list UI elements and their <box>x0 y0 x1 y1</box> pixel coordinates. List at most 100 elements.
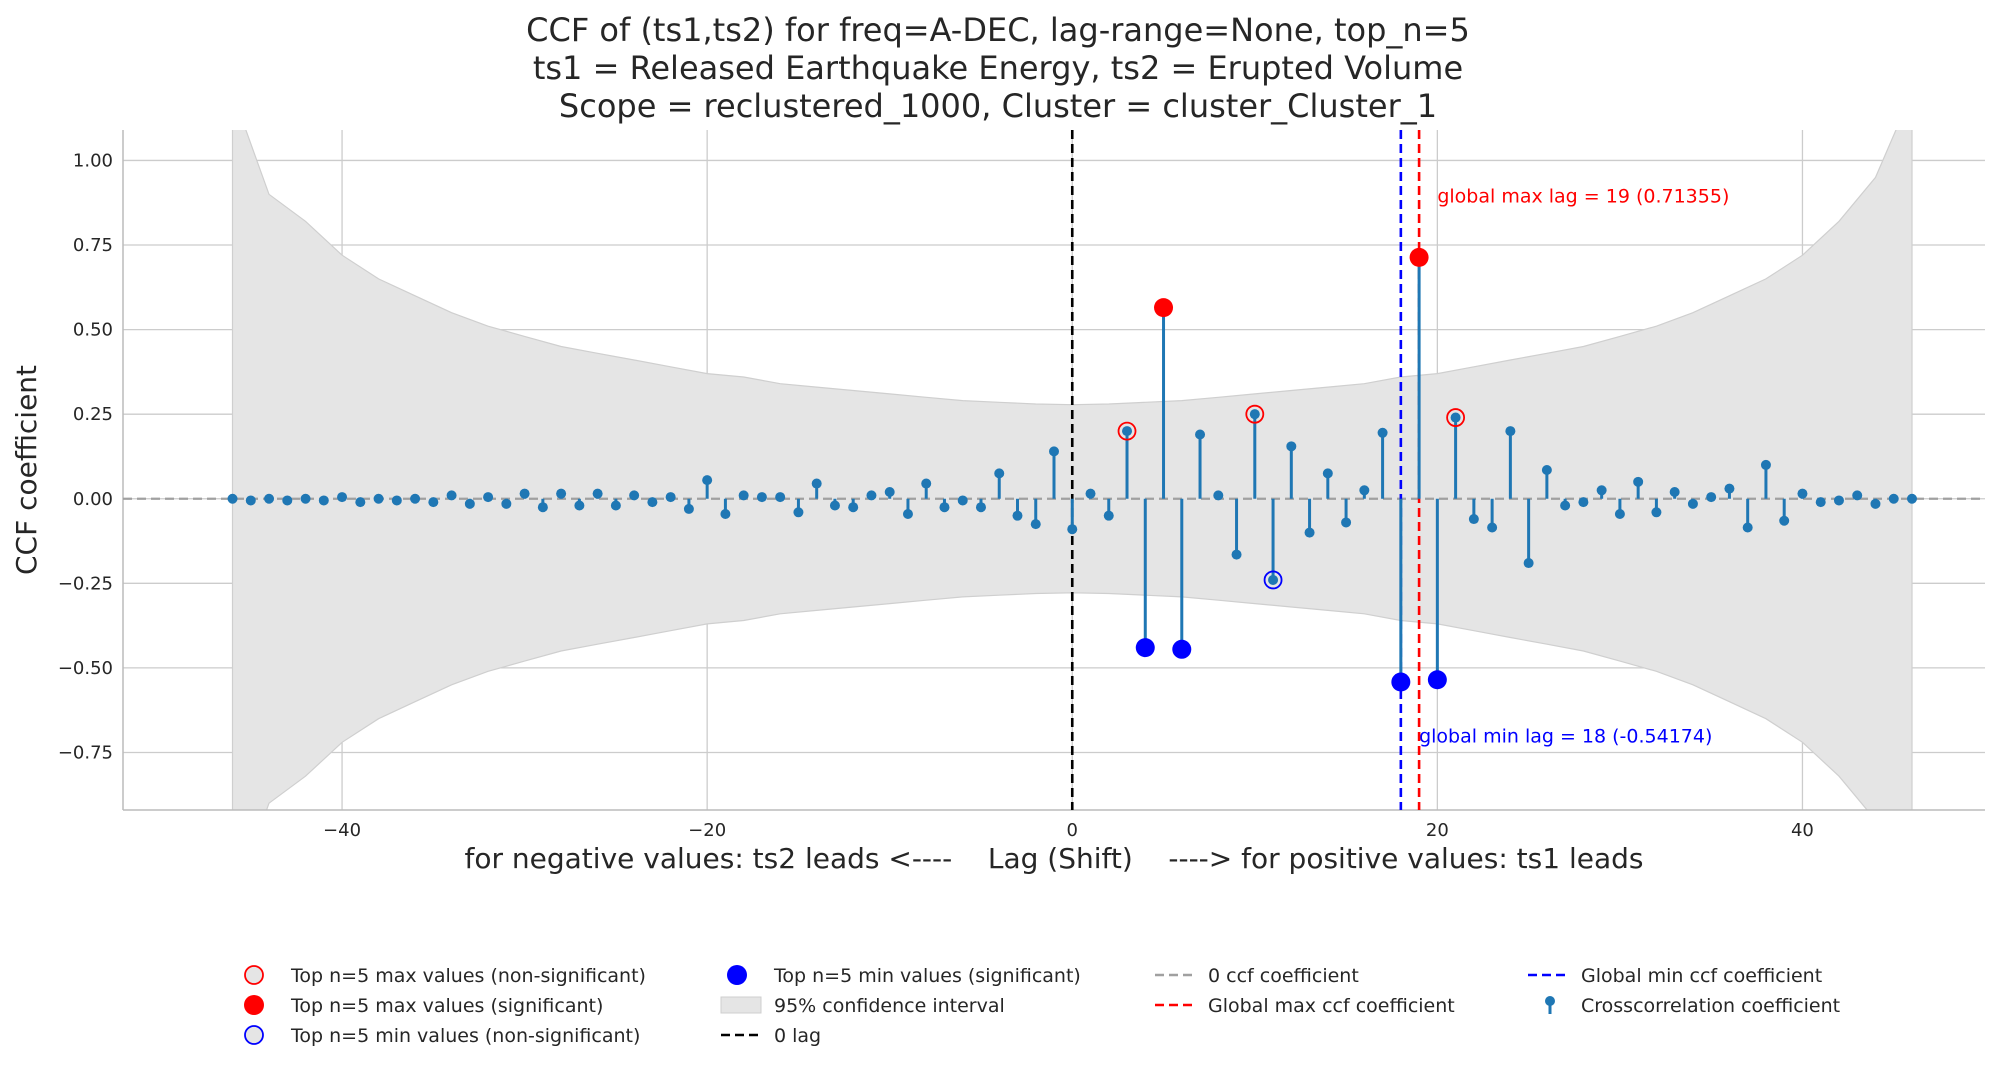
x-tick-label: −40 <box>323 820 361 841</box>
ccf-point <box>1468 514 1479 525</box>
ccf-point <box>1322 468 1333 479</box>
ccf-point <box>1341 517 1352 528</box>
legend-symbol <box>1545 996 1555 1006</box>
ccf-point <box>939 502 950 513</box>
annotation-text: global min lag = 18 (-0.54174) <box>1419 725 1712 747</box>
top-max-significant-marker <box>1154 298 1174 318</box>
chart-title-line: Scope = reclustered_1000, Cluster = clus… <box>559 87 1437 125</box>
ccf-point <box>884 486 895 497</box>
ccf-point <box>1669 486 1680 497</box>
ccf-point <box>1687 498 1698 509</box>
ccf-point <box>1541 465 1552 475</box>
ccf-point <box>702 475 713 486</box>
ccf-point <box>1724 483 1735 494</box>
ccf-point <box>775 492 786 503</box>
x-tick-label: 40 <box>1791 820 1814 841</box>
ccf-point <box>665 492 676 503</box>
ccf-point <box>1742 522 1753 533</box>
ccf-point <box>1888 493 1899 504</box>
ccf-point <box>300 493 311 504</box>
ccf-point <box>428 497 439 508</box>
legend-label: 0 ccf coefficient <box>1208 965 1359 987</box>
top-min-significant-marker <box>1391 672 1411 692</box>
ccf-point <box>1523 558 1534 569</box>
chart-title-line: CCF of (ts1,ts2) for freq=A-DEC, lag-ran… <box>526 11 1470 49</box>
legend-label: Global max ccf coefficient <box>1208 995 1455 1017</box>
chart-title-line: ts1 = Released Earthquake Energy, ts2 = … <box>533 49 1463 87</box>
ccf-point <box>337 492 348 503</box>
legend-symbol <box>720 996 762 1014</box>
top-max-nonsignificant-marker <box>1245 404 1265 424</box>
y-tick-label: 0.75 <box>73 235 113 256</box>
top-min-significant-marker <box>1135 638 1155 658</box>
ccf-point <box>1651 507 1662 518</box>
legend-label: Crosscorrelation coefficient <box>1581 995 1840 1017</box>
ccf-point <box>1760 459 1771 470</box>
top-min-significant-marker <box>1427 670 1447 690</box>
ccf-point <box>318 495 329 506</box>
ccf-point <box>866 490 877 501</box>
ccf-point <box>1012 510 1023 521</box>
ccf-point <box>811 478 822 489</box>
ccf-point <box>574 500 585 511</box>
top-max-nonsignificant-marker <box>1117 421 1137 441</box>
ccf-point <box>1213 490 1224 501</box>
top-max-nonsignificant-marker <box>1446 408 1466 427</box>
ccf-point <box>1085 488 1096 499</box>
ccf-point <box>410 493 421 504</box>
top-min-nonsignificant-marker <box>1263 570 1283 590</box>
legend-symbol <box>244 965 264 985</box>
x-tick-label: 0 <box>1067 820 1078 841</box>
ccf-point <box>373 493 384 504</box>
ccf-point <box>829 500 840 511</box>
ccf-point <box>1359 485 1370 496</box>
ccf-point <box>647 497 658 508</box>
legend-label: Top n=5 max values (non-significant) <box>290 965 646 987</box>
ccf-point <box>464 498 475 509</box>
ccf-point <box>519 488 530 499</box>
ccf-point <box>738 490 749 501</box>
ccf-point <box>793 507 804 518</box>
ccf-point <box>1633 476 1644 487</box>
ccf-point <box>994 468 1005 479</box>
ccf-point <box>1304 527 1315 538</box>
ccf-point <box>957 495 968 506</box>
ccf-point <box>683 503 694 514</box>
ccf-point <box>720 508 731 519</box>
legend-symbol <box>727 965 747 985</box>
top-min-significant-marker <box>1172 639 1192 659</box>
ccf-point <box>1906 493 1917 504</box>
y-tick-label: 0.50 <box>73 320 113 341</box>
ccf-point <box>282 495 293 506</box>
ccf-point <box>264 493 275 504</box>
ccf-point <box>391 495 402 506</box>
y-tick-label: 0.00 <box>73 489 113 510</box>
ccf-point <box>902 508 913 519</box>
legend-label: Top n=5 max values (significant) <box>290 995 603 1017</box>
ccf-point <box>1815 497 1826 508</box>
ccf-point <box>1505 426 1516 437</box>
ccf-point <box>1560 500 1571 511</box>
ccf-point <box>1103 510 1114 521</box>
ccf-point <box>537 502 548 513</box>
x-tick-label: 20 <box>1426 820 1449 841</box>
ccf-point <box>848 502 859 513</box>
ccf-point <box>556 488 567 499</box>
ccf-point <box>1852 490 1863 501</box>
ccf-point <box>227 493 238 504</box>
ccf-point <box>921 478 932 489</box>
ccf-point <box>975 502 986 513</box>
y-tick-label: 0.25 <box>73 404 113 425</box>
y-tick-label: −0.75 <box>58 742 113 763</box>
x-axis-label: for negative values: ts2 leads <---- Lag… <box>465 842 1644 875</box>
ccf-point <box>501 498 512 509</box>
y-tick-label: −0.25 <box>58 573 113 594</box>
ccf-point <box>756 492 767 503</box>
ccf-point <box>1067 524 1078 535</box>
legend-label: Global min ccf coefficient <box>1581 965 1822 987</box>
ccf-point <box>1049 446 1059 457</box>
top-max-significant-marker <box>1409 247 1429 267</box>
plot-area: global max lag = 19 (0.71355) global min … <box>10 130 1985 875</box>
ccf-point <box>1487 522 1498 533</box>
